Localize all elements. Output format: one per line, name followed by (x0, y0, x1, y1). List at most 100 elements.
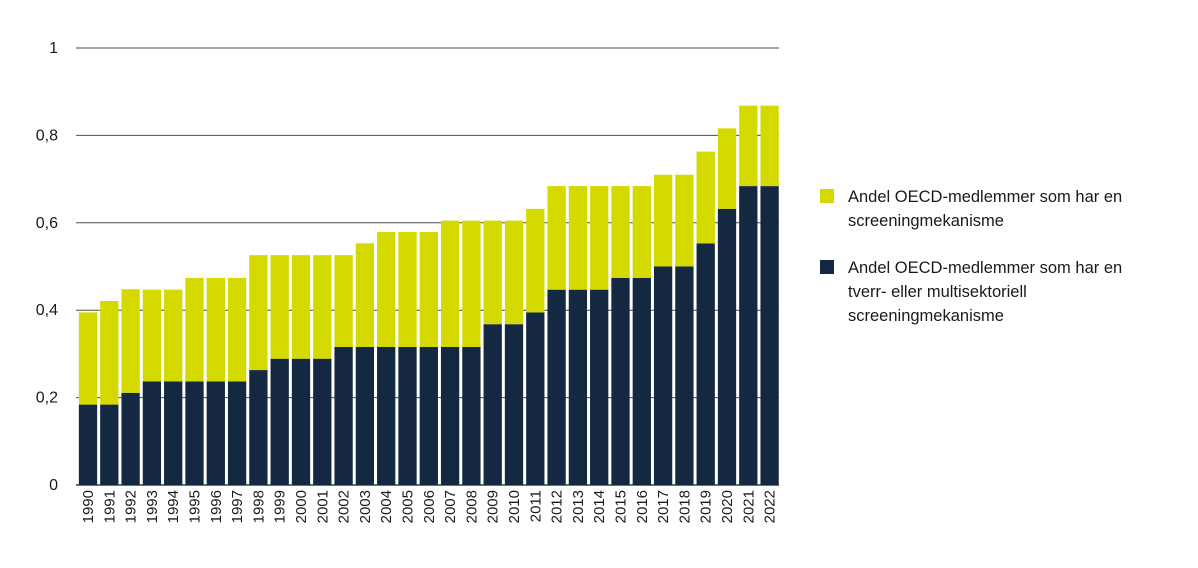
bar-multisector-1994 (164, 381, 183, 485)
bar-screening-1995 (185, 277, 204, 382)
bar-screening-2013 (568, 186, 588, 290)
bar-multisector-2002 (334, 346, 353, 485)
x-tick-label: 2016 (634, 490, 651, 523)
bar-multisector-1993 (142, 381, 162, 485)
legend-swatch-multisector (820, 260, 834, 274)
bar-screening-1994 (164, 289, 183, 382)
bar-screening-1996 (206, 277, 225, 382)
bar-multisector-1992 (121, 392, 140, 485)
x-tick-label: 1994 (165, 490, 182, 523)
bar-multisector-2001 (313, 358, 332, 485)
y-axis: 0 0,2 0,4 0,6 0,8 1 (36, 40, 58, 494)
x-tick-label: 1996 (208, 490, 225, 523)
x-tick-label: 2019 (698, 490, 715, 523)
bar-screening-2016 (632, 186, 651, 278)
bar-multisector-2006 (419, 346, 438, 485)
x-tick-label: 2002 (336, 490, 353, 523)
y-tick-label: 0 (49, 477, 58, 494)
bar-screening-2006 (419, 231, 438, 347)
x-tick-label: 1995 (187, 490, 204, 523)
x-tick-label: 2001 (314, 490, 331, 523)
x-tick-label: 2007 (442, 490, 459, 523)
bar-multisector-1998 (249, 370, 268, 485)
bar-multisector-2000 (291, 358, 311, 485)
legend-swatch-screening (820, 189, 834, 203)
legend-label: tverr- eller multisektoriell (848, 283, 1027, 301)
bar-multisector-2020 (717, 208, 737, 485)
bar-screening-2009 (483, 220, 502, 325)
bar-screening-2007 (440, 220, 460, 347)
bar-screening-2011 (526, 208, 545, 313)
x-tick-label: 2000 (293, 490, 310, 523)
x-tick-label: 2018 (676, 490, 693, 523)
x-tick-label: 1993 (144, 490, 161, 523)
bar-multisector-1999 (270, 358, 289, 485)
bar-screening-2020 (717, 128, 737, 209)
bar-multisector-2014 (590, 289, 609, 485)
x-tick-label: 2009 (485, 490, 502, 523)
x-tick-label: 2003 (357, 490, 374, 523)
bar-multisector-2004 (377, 346, 396, 485)
bar-multisector-2015 (611, 277, 630, 485)
x-axis: 1990 1991 1992 1993 1994 1995 1996 1997 1998 1999… (80, 490, 779, 523)
x-tick-label: 1991 (101, 490, 118, 523)
bar-screening-2010 (504, 220, 524, 325)
bar-multisector-1995 (185, 381, 204, 485)
bar-multisector-2005 (398, 346, 417, 485)
bar-multisector-2016 (632, 277, 651, 485)
x-tick-label: 2005 (400, 490, 417, 523)
legend-label: screeningmekanisme (848, 307, 1004, 325)
y-tick-label: 0,6 (36, 215, 58, 232)
x-tick-label: 2006 (421, 490, 438, 523)
bar-multisector-1997 (227, 381, 247, 485)
bar-screening-2000 (291, 255, 311, 359)
x-tick-label: 2017 (655, 490, 672, 523)
x-tick-label: 1992 (123, 490, 140, 523)
bar-screening-2001 (313, 255, 332, 359)
bar-multisector-2022 (760, 186, 779, 485)
x-tick-label: 2011 (527, 490, 544, 522)
x-tick-label: 2015 (613, 490, 630, 523)
bar-multisector-1991 (100, 404, 119, 485)
bar-screening-1990 (78, 312, 98, 405)
x-tick-label: 2021 (740, 490, 757, 523)
y-tick-label: 0,8 (36, 127, 58, 144)
bar-multisector-2012 (547, 289, 566, 485)
bar-multisector-2017 (653, 266, 673, 485)
bar-multisector-2007 (440, 346, 460, 485)
x-tick-label: 2012 (549, 490, 566, 523)
bar-screening-2008 (462, 220, 481, 347)
bar-screening-2018 (675, 174, 694, 267)
x-tick-label: 1990 (80, 490, 97, 523)
legend-label: Andel OECD-medlemmer som har en (848, 259, 1122, 277)
bar-multisector-1990 (78, 404, 98, 485)
bar-screening-1997 (227, 277, 247, 382)
bar-multisector-2010 (504, 324, 524, 485)
y-tick-label: 0,4 (36, 302, 58, 319)
x-tick-label: 1999 (272, 490, 289, 523)
x-tick-label: 2014 (591, 490, 608, 523)
x-tick-label: 1997 (229, 490, 246, 523)
bar-screening-2003 (355, 243, 375, 347)
bar-multisector-1996 (206, 381, 225, 485)
bar-screening-2021 (739, 105, 758, 187)
x-tick-label: 2004 (378, 490, 395, 523)
bar-screening-2002 (334, 255, 353, 347)
x-tick-label: 2013 (570, 490, 587, 523)
bar-multisector-2008 (462, 346, 481, 485)
bar-screening-1998 (249, 255, 268, 371)
legend-label: Andel OECD-medlemmer som har en (848, 188, 1122, 206)
x-tick-label: 2010 (506, 490, 523, 523)
bar-screening-2022 (760, 105, 779, 187)
bar-multisector-2019 (696, 243, 715, 485)
bar-multisector-2018 (675, 266, 694, 485)
bar-screening-1993 (142, 289, 162, 382)
bar-screening-2017 (653, 174, 673, 267)
bar-screening-2014 (590, 186, 609, 290)
x-tick-label: 2008 (463, 490, 480, 523)
bar-screening-2005 (398, 231, 417, 347)
bar-screening-1999 (270, 255, 289, 359)
x-tick-label: 2020 (719, 490, 736, 523)
bar-screening-1992 (121, 289, 140, 393)
